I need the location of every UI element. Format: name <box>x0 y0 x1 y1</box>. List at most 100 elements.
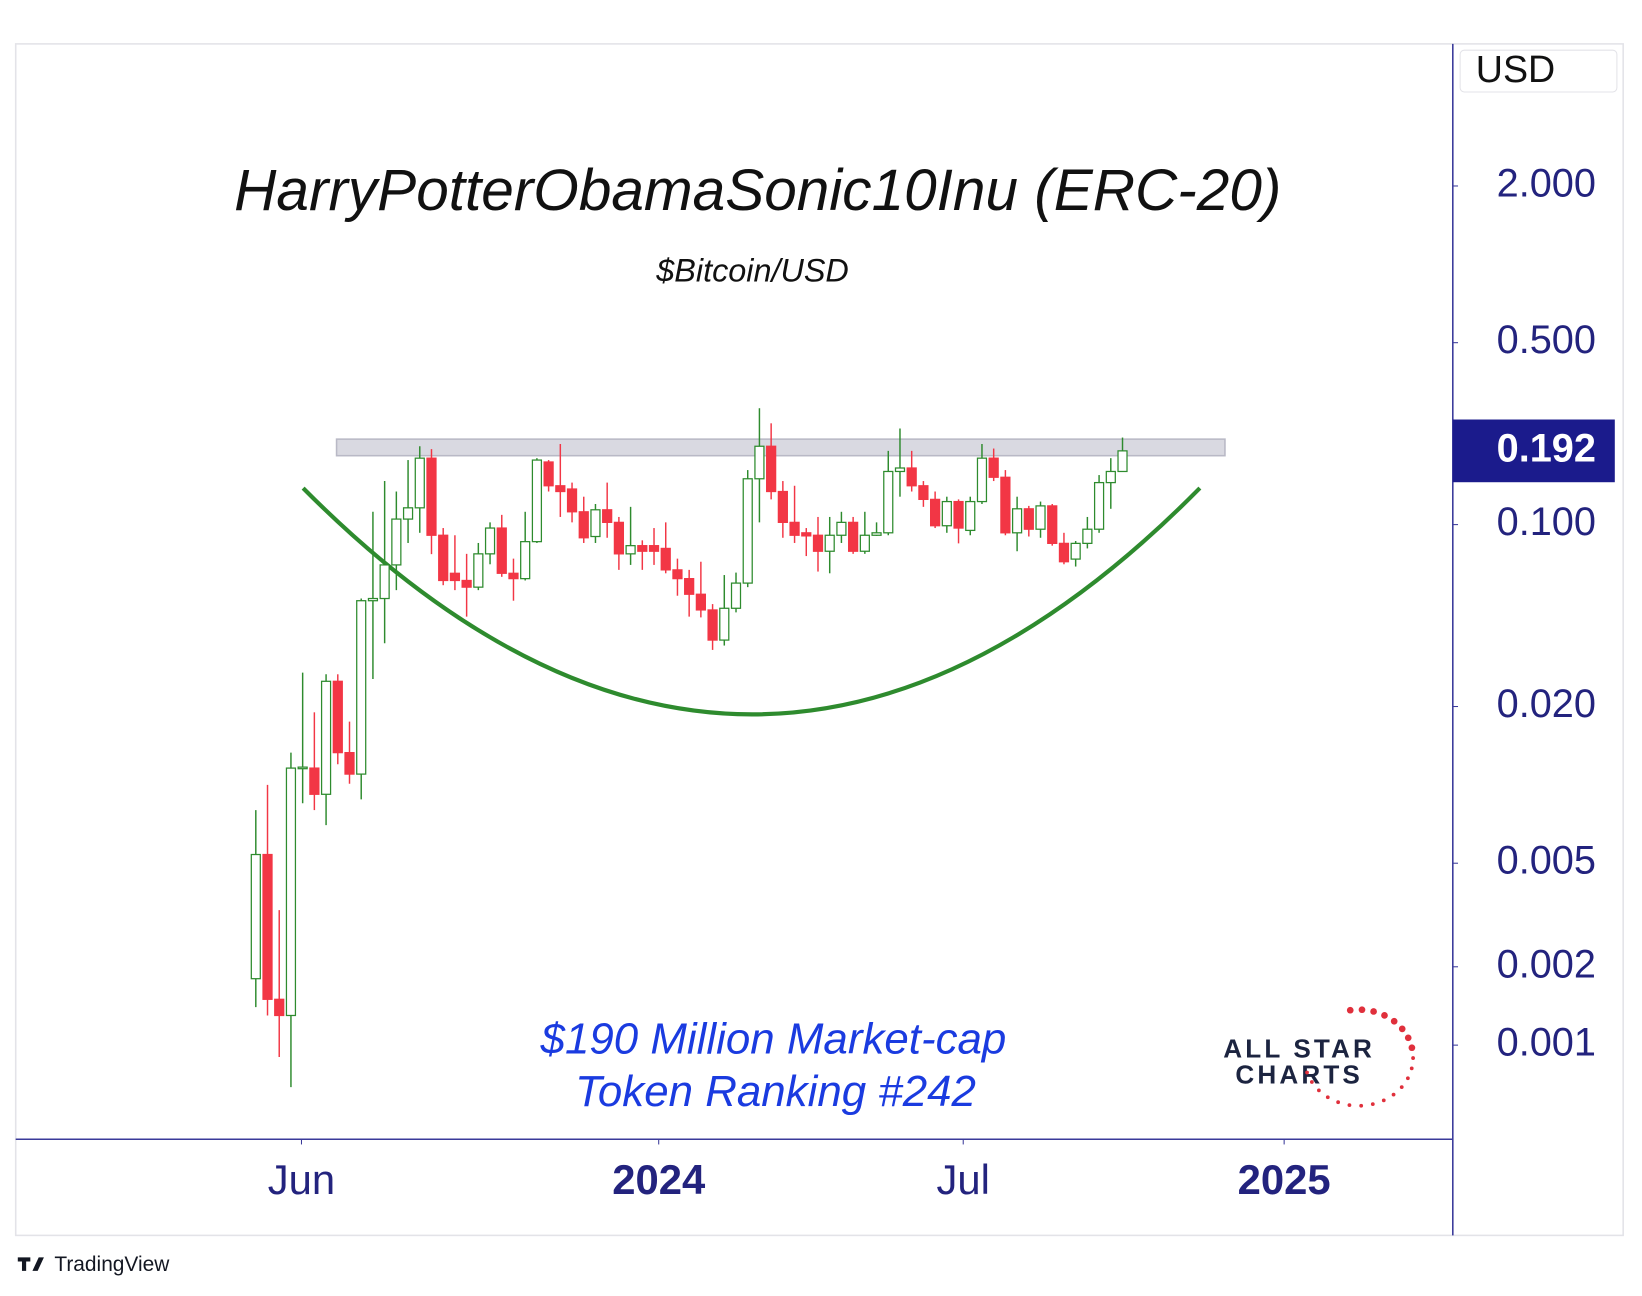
candle-body <box>484 527 496 555</box>
candle-body <box>1082 528 1093 544</box>
candle-body <box>965 500 976 532</box>
footer-logo: TradingView <box>17 1253 170 1276</box>
candle-body <box>590 509 601 538</box>
candle-body <box>1023 508 1034 530</box>
y-tick-label: 0.001 <box>1497 1021 1596 1065</box>
candle-body <box>695 593 706 611</box>
chart-title: HarryPotterObamaSonic10Inu (ERC-20) <box>234 158 1281 223</box>
candle-body <box>906 467 917 487</box>
candle-body <box>402 507 414 520</box>
rounding-curve <box>301 486 1202 717</box>
logo-stars <box>1305 1006 1416 1108</box>
candle-body <box>555 485 566 493</box>
y-tick-label: 0.020 <box>1497 682 1596 726</box>
logo-star <box>1405 1076 1410 1081</box>
candle-body <box>707 609 718 641</box>
chart-frame <box>14 43 1624 1237</box>
y-tick-label: 2.000 <box>1497 161 1596 205</box>
candle-body <box>660 547 671 571</box>
resistance-band <box>335 438 1226 457</box>
candle-body <box>684 578 695 595</box>
candle-body <box>941 500 952 527</box>
candle-body <box>367 597 379 602</box>
logo: ALL STAR CHARTS <box>1223 1006 1416 1108</box>
candle-body <box>1011 508 1023 534</box>
candle-body <box>531 459 543 543</box>
candle-body <box>859 534 870 552</box>
candle-body <box>836 521 847 536</box>
candle-body <box>461 579 472 588</box>
logo-star <box>1381 1098 1386 1103</box>
logo-star <box>1347 1103 1352 1107</box>
candle-body <box>766 445 777 493</box>
y-tick-label: 0.002 <box>1497 942 1596 986</box>
logo-star <box>1370 1008 1377 1015</box>
candle-body <box>918 485 929 501</box>
candle-body <box>871 532 882 536</box>
plot-area <box>250 408 1226 1088</box>
candle-body <box>449 572 461 582</box>
candle-body <box>1117 450 1128 473</box>
candle-body <box>648 545 660 552</box>
candle-body <box>274 998 285 1017</box>
candle-body <box>1093 481 1105 530</box>
candle-body <box>754 445 765 480</box>
logo-star <box>1346 1006 1354 1014</box>
logo-star <box>1409 1066 1414 1071</box>
candle-body <box>250 853 261 980</box>
candle-body <box>391 518 402 566</box>
x-tick-label: Jul <box>937 1156 990 1203</box>
candle-body <box>730 582 742 609</box>
candle-body <box>1058 542 1070 563</box>
candle-body <box>625 545 636 555</box>
candle-body <box>953 500 964 529</box>
logo-star <box>1398 1025 1406 1033</box>
candle-body <box>309 767 320 795</box>
logo-star <box>1309 1080 1314 1084</box>
candle-body <box>742 478 753 584</box>
candle-body <box>426 457 437 536</box>
y-tick-label: 0.005 <box>1497 839 1596 883</box>
candle-body <box>988 457 999 478</box>
annotation: $190 Million Market-cap <box>540 1015 1007 1064</box>
candle-body <box>543 461 554 487</box>
logo-star <box>1336 1100 1341 1105</box>
logo-star <box>1325 1095 1330 1100</box>
currency-label: USD <box>1476 48 1555 90</box>
logo-star <box>1317 1088 1321 1093</box>
logo-star <box>1390 1017 1398 1025</box>
candle-body <box>473 553 484 588</box>
candle-body <box>848 521 859 552</box>
logo-star <box>1399 1085 1404 1089</box>
candle-body <box>1035 505 1046 530</box>
candle-body <box>285 767 297 1017</box>
logo-text: ALL STAR <box>1223 1033 1375 1063</box>
logo-star <box>1359 1103 1364 1108</box>
candle-body <box>356 600 367 775</box>
candle-body <box>1000 476 1011 534</box>
candle-body <box>1105 470 1116 484</box>
candle-body <box>344 752 355 775</box>
candle-body <box>297 766 308 770</box>
x-tick-label: Jun <box>268 1156 335 1203</box>
candle-body <box>929 498 941 527</box>
candle-body <box>262 853 273 1000</box>
candle-body <box>520 541 531 580</box>
logo-star <box>1381 1012 1388 1019</box>
candle-body <box>508 572 519 580</box>
logo-star <box>1404 1034 1412 1042</box>
logo-star <box>1305 1070 1309 1075</box>
candle-body <box>801 532 812 537</box>
candle-body <box>637 545 648 552</box>
y-tick-label: 0.500 <box>1497 318 1596 362</box>
logo-star <box>1408 1044 1416 1052</box>
candle-body <box>1047 505 1058 544</box>
candle-body <box>824 534 835 552</box>
candle-body <box>777 490 788 523</box>
candle-body <box>1070 542 1081 560</box>
logo-star <box>1370 1102 1375 1107</box>
price-tag-label: 0.192 <box>1497 426 1596 470</box>
candle-body <box>320 680 332 795</box>
